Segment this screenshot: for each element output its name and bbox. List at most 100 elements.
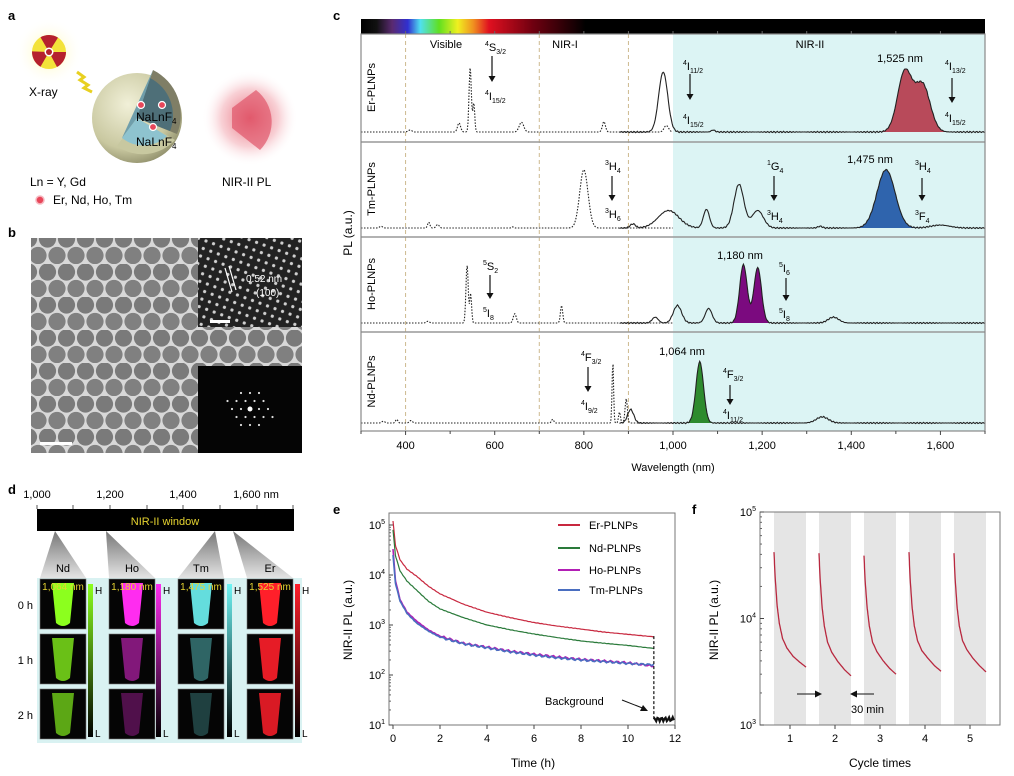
- x-tick-label: 4: [922, 733, 928, 745]
- y-tick-label: 104: [369, 569, 385, 582]
- peak-wavelength-label: 1,525 nm: [877, 53, 923, 65]
- diffraction-spot: [262, 399, 265, 403]
- lattice-plane: (100): [256, 288, 279, 299]
- transition-upper-level: 3H4: [605, 160, 621, 175]
- panel-label-f: f: [692, 502, 697, 517]
- series-label: Ho-PLNPs: [366, 258, 378, 310]
- decay-curve-nd-plnps: [392, 529, 654, 650]
- x-tick-label: 6: [531, 733, 537, 745]
- y-tick-label: 104: [740, 613, 756, 626]
- ln-note: Ln = Y, Gd: [30, 175, 86, 189]
- low-label: L: [95, 729, 101, 740]
- panel-label-b: b: [8, 225, 16, 240]
- nir-spectrum-line: [619, 68, 985, 134]
- vial-image: [177, 633, 225, 685]
- element-label: Er: [265, 563, 276, 575]
- cycle-decay-curve: [818, 553, 852, 677]
- arrow-head-icon: [584, 386, 592, 392]
- dopant-legend-icon: [35, 195, 45, 205]
- vial-image: [177, 688, 225, 740]
- diffraction-center-spot: [247, 406, 253, 412]
- radiation-icon: [32, 35, 66, 69]
- time-row-label: 2 h: [18, 710, 33, 722]
- element-label: Ho: [125, 563, 139, 575]
- y-axis-label: NIR-II PL (a.u.): [341, 580, 355, 660]
- x-tick-label: 5: [967, 733, 973, 745]
- panel-d-imaging: d 1,000 1,200 1,400 1,600 nm NIR-II window 0 …: [8, 482, 309, 743]
- legend-label: Ho-PLNPs: [589, 565, 641, 577]
- high-label: H: [302, 586, 309, 597]
- arrow-head-icon: [770, 195, 778, 201]
- x-tick-label: 2: [832, 733, 838, 745]
- element-label: Nd: [56, 563, 70, 575]
- legend-label: Er-PLNPs: [589, 520, 638, 532]
- vial-glow: [52, 638, 74, 681]
- peak-wavelength-label: 1,180 nm: [717, 250, 763, 262]
- emission-peak-fill: [869, 69, 959, 133]
- vial-glow: [190, 583, 212, 626]
- emission-wavelength-label: 1,064 nm: [42, 582, 84, 593]
- visible-spectrum-line: [361, 364, 673, 424]
- panel-f-cycles: f 103 104 105 1 2 3 4 5 Cycle times NIR-II PL (a.…: [692, 502, 1001, 770]
- x-tick-label: 600: [486, 440, 504, 452]
- panel-label-e: e: [333, 502, 340, 517]
- cycle-decay-curve: [953, 553, 987, 673]
- plot-frame: [388, 512, 676, 726]
- x-tick-label: 1: [787, 733, 793, 745]
- nir-ii-window-label: NIR-II window: [131, 516, 200, 528]
- emission-peak-fill: [846, 169, 923, 229]
- vial-glow: [259, 638, 281, 681]
- peak-wavelength-label: 1,475 nm: [847, 154, 893, 166]
- peak-wavelength-label: 1,064 nm: [659, 346, 705, 358]
- diffraction-spot: [257, 391, 261, 395]
- vial-glow: [259, 583, 281, 626]
- nir-spectrum-line: [619, 262, 986, 325]
- transition-lower-level: 4I15/2: [683, 114, 704, 129]
- core-shell-nanoparticle: NaLnF4 NaLnF4: [92, 70, 182, 163]
- dopant-dot: [136, 100, 146, 110]
- transition-lower-level: 3H6: [605, 208, 621, 223]
- emission-wavelength-label: 1,475 nm: [180, 582, 222, 593]
- transition-lower-level: 5I8: [779, 308, 790, 323]
- visible-spectrum-line: [361, 169, 673, 229]
- irradiation-band: [819, 512, 851, 725]
- emission-peak-fill: [679, 361, 725, 424]
- transition-upper-level: 4I13/2: [945, 60, 966, 75]
- transition-upper-level: 5S2: [483, 260, 498, 275]
- panel-e-decay: e 101 102 103 104 105 0 2 4 6 8 10 12 Time (h) NIR-II…: [333, 502, 681, 770]
- diffraction-spot: [235, 415, 238, 419]
- decay-curve-tm-plnps: [392, 555, 655, 667]
- y-tick-label: 105: [369, 519, 385, 532]
- arrow-head-icon: [726, 399, 734, 405]
- low-label: L: [302, 729, 308, 740]
- time-row-label: 0 h: [18, 600, 33, 612]
- intensity-color-bar: [156, 584, 161, 737]
- diffraction-spot: [239, 407, 243, 411]
- x-tick-label: 800: [575, 440, 593, 452]
- lattice-lines: [224, 265, 237, 293]
- y-tick-label: 105: [740, 506, 756, 519]
- arrow-head-icon: [948, 97, 956, 103]
- diffraction-spot: [230, 407, 234, 411]
- transition-lower-level: 3F4: [915, 210, 930, 225]
- emission-label: NIR-II PL: [222, 175, 272, 189]
- diffraction-spot: [226, 399, 229, 403]
- diffraction-spot: [262, 415, 265, 419]
- vial-glow: [190, 693, 212, 736]
- interval-label: 30 min: [851, 704, 884, 716]
- arrow-head-icon: [640, 705, 648, 711]
- intensity-color-bar: [227, 584, 232, 737]
- background-trace: [652, 714, 675, 725]
- low-label: L: [163, 729, 169, 740]
- legend-label: Tm-PLNPs: [589, 585, 643, 597]
- visible-spectrum-line: [361, 265, 673, 324]
- arrow-head-icon: [488, 76, 496, 82]
- element-label: Tm: [193, 563, 209, 575]
- shell-label: NaLnF4: [136, 135, 177, 151]
- arrow-head-icon: [686, 94, 694, 100]
- high-label: H: [95, 586, 102, 597]
- arrow-head-icon: [918, 195, 926, 201]
- cycle-decay-curve: [773, 552, 807, 668]
- cycle-decay-curve: [908, 552, 942, 672]
